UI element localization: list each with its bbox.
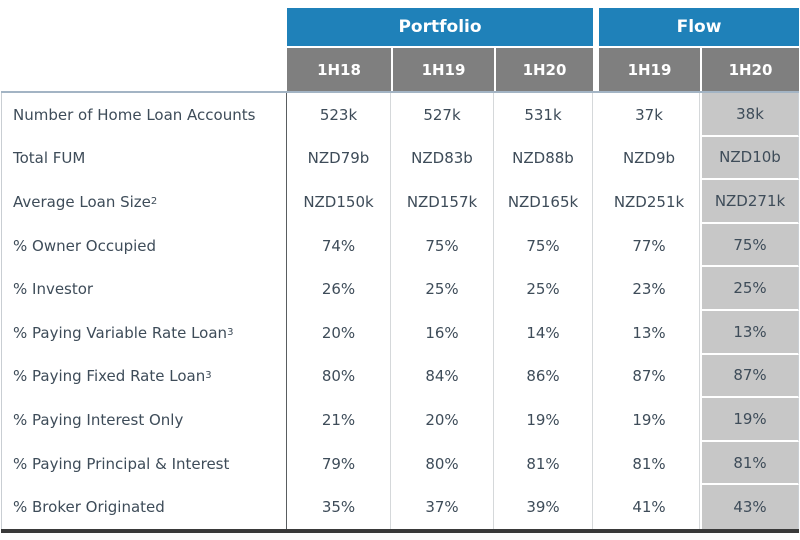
section-gap bbox=[593, 180, 599, 224]
group-header-flow: Flow bbox=[599, 8, 799, 46]
row-label: % Paying Variable Rate Loan 3 bbox=[1, 310, 287, 355]
group-header-blank bbox=[1, 8, 287, 46]
table-row: Average Loan Size 2 NZD150k NZD157k NZD16… bbox=[1, 180, 799, 224]
row-label: % Paying Interest Only bbox=[1, 398, 287, 442]
column-header-blank bbox=[1, 48, 287, 91]
table-row: Total FUM NZD79b NZD83b NZD88b NZD9b NZD… bbox=[1, 136, 799, 181]
section-gap bbox=[593, 354, 599, 399]
metric-value-cell-highlighted: 43% bbox=[700, 485, 799, 529]
metric-value-cell: NZD165k bbox=[494, 180, 593, 224]
metric-value-cell: 84% bbox=[391, 354, 494, 399]
metric-value-cell: 20% bbox=[391, 398, 494, 442]
metric-value-cell-highlighted: 38k bbox=[700, 93, 799, 137]
metric-value-cell: 21% bbox=[287, 398, 391, 442]
column-header-portfolio-1h19: 1H19 bbox=[391, 48, 494, 91]
metric-value-cell: 23% bbox=[599, 267, 700, 311]
metric-value-cell: 81% bbox=[599, 441, 700, 486]
metric-value-cell: 19% bbox=[494, 398, 593, 442]
table-row: Number of Home Loan Accounts 523k 527k 5… bbox=[1, 93, 799, 137]
metric-value-cell: 39% bbox=[494, 485, 593, 529]
column-header-1h18: 1H18 bbox=[287, 48, 391, 91]
metric-value-cell: 87% bbox=[599, 354, 700, 399]
table-row: % Paying Variable Rate Loan 3 20% 16% 14%… bbox=[1, 310, 799, 355]
metric-value-cell: 25% bbox=[494, 267, 593, 311]
metric-value-cell: 26% bbox=[287, 267, 391, 311]
table-row: % Paying Interest Only 21% 20% 19% 19% 1… bbox=[1, 398, 799, 442]
metric-value-cell: 13% bbox=[599, 310, 700, 355]
metric-value-cell: 25% bbox=[391, 267, 494, 311]
column-header-flow-1h20: 1H20 bbox=[700, 48, 799, 91]
row-label: % Paying Fixed Rate Loan 3 bbox=[1, 354, 287, 399]
column-header-row: 1H18 1H19 1H20 1H19 1H20 bbox=[1, 48, 799, 91]
table-body: Number of Home Loan Accounts 523k 527k 5… bbox=[1, 91, 799, 533]
row-label: % Broker Originated bbox=[1, 485, 287, 529]
group-header-portfolio: Portfolio bbox=[287, 8, 593, 46]
table-row: % Owner Occupied 74% 75% 75% 77% 75% bbox=[1, 223, 799, 268]
row-label: % Owner Occupied bbox=[1, 223, 287, 268]
metric-value-cell: 16% bbox=[391, 310, 494, 355]
metric-value-cell: 74% bbox=[287, 223, 391, 268]
metric-value-cell: 79% bbox=[287, 441, 391, 486]
metrics-table: Portfolio Flow 1H18 1H19 1H20 1H19 1H20 … bbox=[1, 8, 799, 533]
metric-value-cell: 80% bbox=[287, 354, 391, 399]
section-gap bbox=[593, 398, 599, 442]
row-label: Number of Home Loan Accounts bbox=[1, 93, 287, 137]
table-row: % Investor 26% 25% 25% 23% 25% bbox=[1, 267, 799, 311]
metric-value-cell-highlighted: NZD10b bbox=[700, 136, 799, 181]
metric-value-cell: NZD83b bbox=[391, 136, 494, 181]
metric-value-cell: 75% bbox=[391, 223, 494, 268]
metric-value-cell: 527k bbox=[391, 93, 494, 137]
metric-value-cell-highlighted: 19% bbox=[700, 398, 799, 442]
section-gap bbox=[593, 223, 599, 268]
group-header-row: Portfolio Flow bbox=[1, 8, 799, 46]
group-gap bbox=[593, 8, 599, 46]
metric-value-cell: 80% bbox=[391, 441, 494, 486]
section-gap bbox=[593, 485, 599, 529]
metric-value-cell: 41% bbox=[599, 485, 700, 529]
metric-value-cell-highlighted: 25% bbox=[700, 267, 799, 311]
row-label: % Paying Principal & Interest bbox=[1, 441, 287, 486]
metric-value-cell-highlighted: 87% bbox=[700, 354, 799, 399]
table-row: % Paying Principal & Interest 79% 80% 81… bbox=[1, 441, 799, 486]
metric-value-cell-highlighted: NZD271k bbox=[700, 180, 799, 224]
metric-value-cell: 14% bbox=[494, 310, 593, 355]
metric-value-cell: 86% bbox=[494, 354, 593, 399]
metric-value-cell: NZD251k bbox=[599, 180, 700, 224]
section-gap bbox=[593, 267, 599, 311]
table-row: % Broker Originated 35% 37% 39% 41% 43% bbox=[1, 485, 799, 529]
metric-value-cell-highlighted: 75% bbox=[700, 223, 799, 268]
metric-value-cell: NZD9b bbox=[599, 136, 700, 181]
metric-value-cell-highlighted: 81% bbox=[700, 441, 799, 486]
metric-value-cell: 37% bbox=[391, 485, 494, 529]
section-gap bbox=[593, 93, 599, 137]
metric-value-cell: 523k bbox=[287, 93, 391, 137]
metric-value-cell: 37k bbox=[599, 93, 700, 137]
metric-value-cell: 75% bbox=[494, 223, 593, 268]
row-label: Average Loan Size 2 bbox=[1, 180, 287, 224]
metric-value-cell: 81% bbox=[494, 441, 593, 486]
section-gap bbox=[593, 136, 599, 181]
metric-value-cell-highlighted: 13% bbox=[700, 310, 799, 355]
column-header-flow-1h19: 1H19 bbox=[599, 48, 700, 91]
metric-value-cell: 77% bbox=[599, 223, 700, 268]
column-header-portfolio-1h20: 1H20 bbox=[494, 48, 593, 91]
metric-value-cell: 531k bbox=[494, 93, 593, 137]
table-row: % Paying Fixed Rate Loan 3 80% 84% 86% 87… bbox=[1, 354, 799, 399]
metric-value-cell: 19% bbox=[599, 398, 700, 442]
row-label: Total FUM bbox=[1, 136, 287, 181]
section-gap bbox=[593, 441, 599, 486]
metric-value-cell: 35% bbox=[287, 485, 391, 529]
metric-value-cell: NZD157k bbox=[391, 180, 494, 224]
row-label: % Investor bbox=[1, 267, 287, 311]
metric-value-cell: 20% bbox=[287, 310, 391, 355]
section-gap bbox=[593, 310, 599, 355]
metric-value-cell: NZD150k bbox=[287, 180, 391, 224]
metric-value-cell: NZD79b bbox=[287, 136, 391, 181]
metric-value-cell: NZD88b bbox=[494, 136, 593, 181]
